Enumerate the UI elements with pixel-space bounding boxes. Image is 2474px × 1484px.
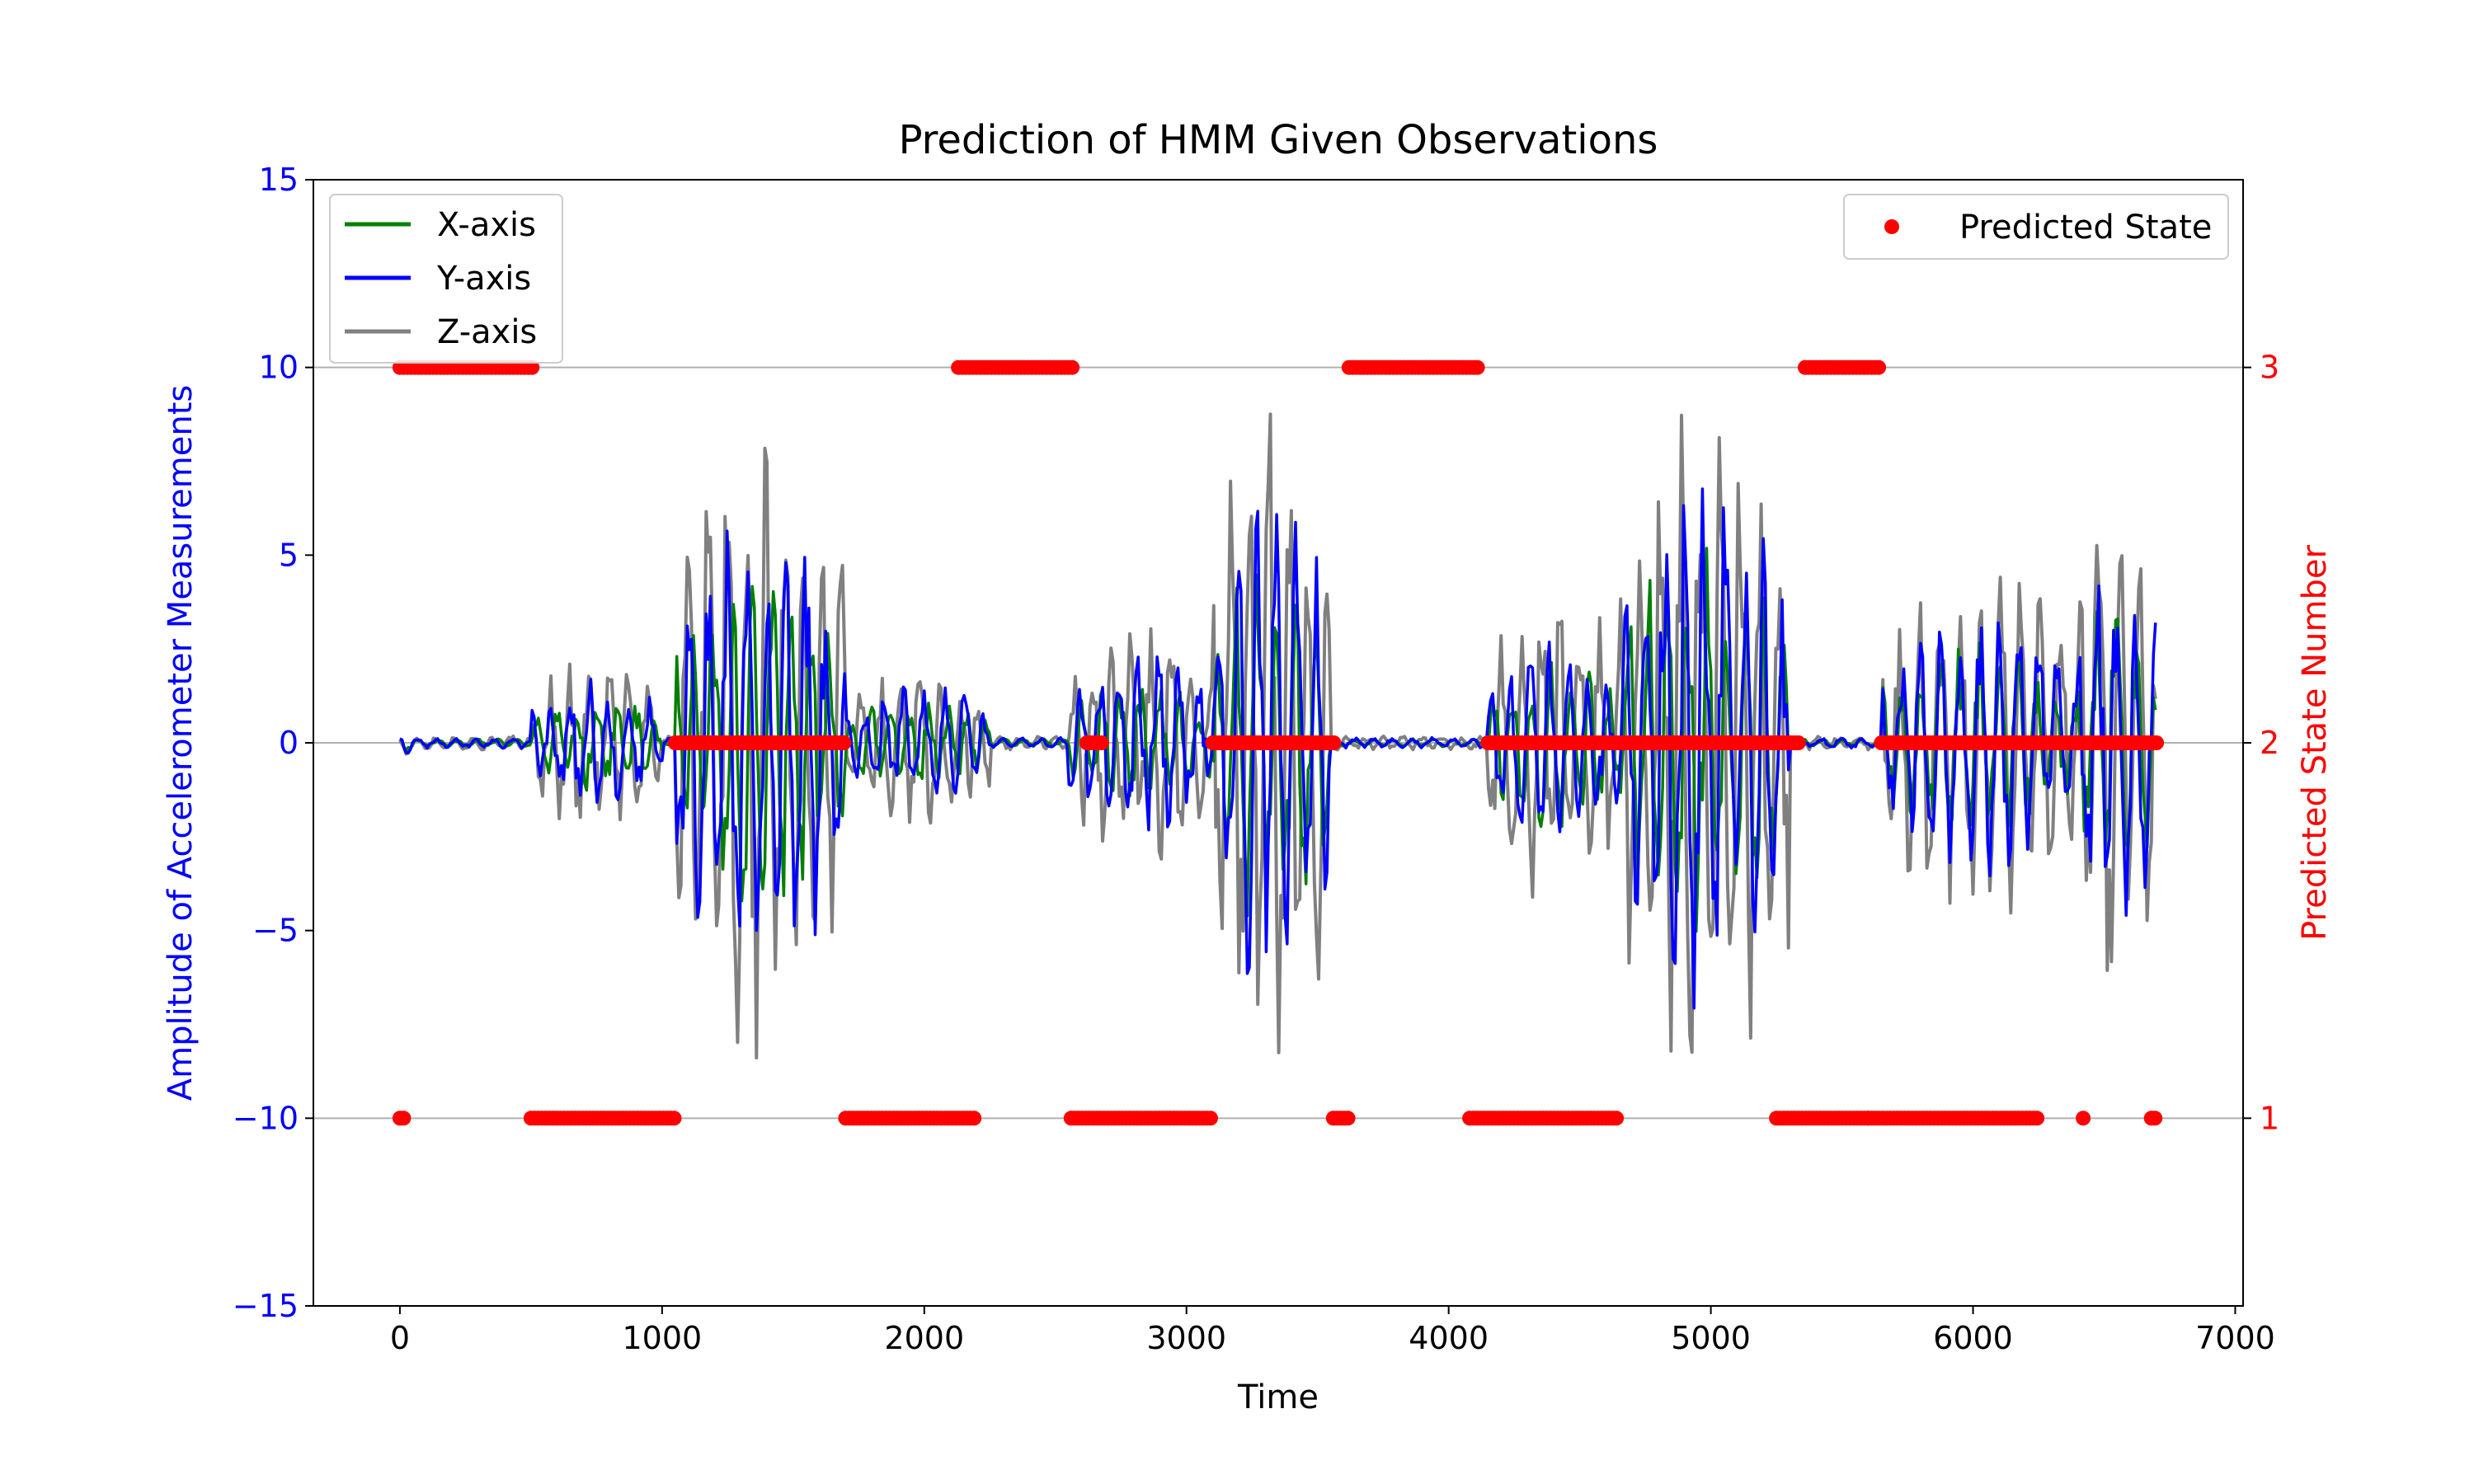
- state-point-16: [2030, 1111, 2045, 1126]
- state-point-10: [1470, 359, 1485, 375]
- x-tick-label-3000: 3000: [1146, 1320, 1226, 1356]
- legend-label-predicted-state: Predicted State: [1959, 209, 2212, 247]
- state-point-5: [1065, 359, 1080, 375]
- x-axis-label: Time: [1237, 1378, 1319, 1416]
- state-point-2: [666, 1111, 682, 1126]
- state-point-4: [967, 1111, 982, 1126]
- y-right-tick-label-3: 3: [2260, 350, 2279, 386]
- x-tick-label-5000: 5000: [1671, 1320, 1751, 1356]
- state-point-18: [2076, 1111, 2091, 1126]
- y-axis-right-label: Predicted State Number: [2296, 545, 2334, 941]
- x-axis: 0 1000 2000 3000 4000 5000 6000 7000: [390, 1306, 2275, 1356]
- state-point-0: [396, 1111, 412, 1126]
- series-layer: [398, 412, 2157, 1060]
- y-left-tick-label--15: −15: [233, 1288, 299, 1324]
- legend-predicted-state: Predicted State: [1843, 194, 2229, 260]
- legend-series: X-axis Y-axis Z-axis: [329, 194, 563, 364]
- state-point-15: [1871, 359, 1887, 375]
- chart-title: Prediction of HMM Given Observations: [899, 117, 1658, 163]
- state-point-8: [1326, 735, 1342, 750]
- state-point-13: [1790, 735, 1806, 750]
- y-left-tick-label--5: −5: [252, 913, 299, 949]
- series-line-y-axis: [399, 487, 2157, 1010]
- x-tick-label-7000: 7000: [2195, 1320, 2275, 1356]
- y-axis-right: 1 2 3: [2243, 350, 2279, 1136]
- state-point-19: [2147, 1111, 2163, 1126]
- y-left-tick-label-0: 0: [279, 725, 299, 761]
- legend-label-x-axis: X-axis: [437, 206, 536, 244]
- y-axis-left-label: Amplitude of Accelerometer Measurements: [162, 385, 200, 1101]
- legend-label-y-axis: Y-axis: [436, 260, 531, 298]
- x-tick-label-2000: 2000: [884, 1320, 964, 1356]
- y-right-tick-label-1: 1: [2260, 1100, 2279, 1136]
- x-tick-label-6000: 6000: [1933, 1320, 2013, 1356]
- state-point-17: [2149, 735, 2165, 750]
- legend-series-box: [329, 194, 563, 364]
- x-tick-label-0: 0: [390, 1320, 410, 1356]
- legend-swatch-predicted-state: [1884, 219, 1899, 234]
- y-left-tick-label-5: 5: [279, 537, 299, 573]
- legend-label-z-axis: Z-axis: [437, 313, 537, 351]
- predicted-state-layer: [392, 359, 2165, 1126]
- x-tick-label-1000: 1000: [622, 1320, 702, 1356]
- y-left-tick-label-15: 15: [259, 162, 299, 198]
- state-point-1: [524, 359, 540, 375]
- legend-predicted-state-box: [1843, 194, 2229, 260]
- y-axis-left: −15 −10 −5 0 5 10 15: [233, 162, 313, 1324]
- state-point-3: [836, 735, 852, 750]
- state-point-7: [1094, 735, 1109, 750]
- y-right-tick-label-2: 2: [2260, 725, 2279, 761]
- state-point-6: [1203, 1111, 1218, 1126]
- state-point-9: [1340, 1111, 1356, 1126]
- plot-area: [392, 359, 2165, 1126]
- y-left-tick-label-10: 10: [259, 350, 299, 386]
- y-left-tick-label--10: −10: [233, 1100, 299, 1136]
- x-tick-label-4000: 4000: [1409, 1320, 1489, 1356]
- state-point-11: [1609, 1111, 1625, 1126]
